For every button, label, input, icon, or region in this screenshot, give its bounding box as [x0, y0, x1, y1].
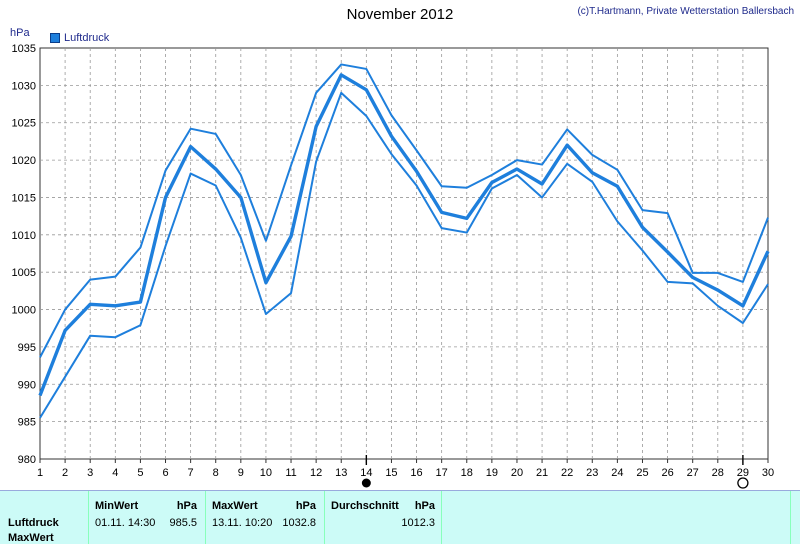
max-cell: MaxWert hPa 13.11. 10:20 1032.8: [205, 491, 324, 544]
stats-row-label-maxwert: MaxWert: [8, 532, 54, 544]
plot-frame: [39, 47, 769, 460]
y-tick-label: 1000: [12, 305, 36, 317]
x-tick-label: 5: [137, 467, 143, 479]
x-tick-label: 18: [461, 467, 473, 479]
y-tick-label: 995: [18, 342, 36, 354]
x-tick-label: 29: [737, 467, 749, 479]
x-tick-label: 4: [112, 467, 118, 479]
y-tick-label: 990: [18, 379, 36, 391]
x-tick-label: 1: [37, 467, 43, 479]
x-tick-label: 12: [310, 467, 322, 479]
y-tick-label: 1010: [12, 230, 36, 242]
x-tick-label: 17: [436, 467, 448, 479]
y-tick-label: 985: [18, 417, 36, 429]
x-tick-label: 21: [536, 467, 548, 479]
x-tick-label: 23: [586, 467, 598, 479]
stats-panel: Luftdruck MaxWert MinWert hPa 01.11. 14:…: [0, 490, 800, 544]
x-tick-label: 11: [285, 467, 296, 479]
legend-swatch: [50, 33, 60, 43]
min-cell: MinWert hPa 01.11. 14:30 985.5: [88, 491, 205, 544]
x-tick-label: 16: [410, 467, 422, 479]
min-value: 985.5: [169, 517, 197, 529]
x-tick-label: 7: [188, 467, 194, 479]
max-value: 1032.8: [282, 517, 316, 529]
min-unit-header: hPa: [176, 500, 197, 512]
open-circle-marker: [737, 477, 749, 489]
y-tick-label: 1030: [12, 80, 36, 92]
x-tick-label: 20: [511, 467, 523, 479]
legend: Luftdruck: [50, 32, 109, 44]
x-tick-label: 26: [661, 467, 673, 479]
pressure-chart: 9809859909951000100510101015102010251030…: [12, 43, 774, 489]
series-line-max: [39, 63, 769, 358]
legend-label: Luftdruck: [64, 32, 110, 44]
x-tick-label: 13: [335, 467, 347, 479]
y-tick-label: 1020: [12, 155, 36, 167]
x-tick-label: 22: [561, 467, 573, 479]
x-tick-label: 25: [636, 467, 648, 479]
avg-cell: Durchschnitt hPa 1012.3: [324, 491, 441, 544]
y-tick-label: 1005: [12, 267, 36, 279]
y-tick-label: 980: [18, 454, 36, 466]
avg-value: 1012.3: [401, 517, 435, 529]
series-line-mean: [38, 73, 770, 397]
y-axis-unit: hPa: [10, 27, 30, 39]
max-time: 13.11. 10:20: [212, 517, 273, 529]
max-unit-header: hPa: [295, 500, 316, 512]
x-tick-label: 3: [87, 467, 93, 479]
x-tick-label: 28: [712, 467, 724, 479]
max-header: MaxWert: [212, 500, 258, 512]
x-tick-label: 19: [486, 467, 498, 479]
x-tick-label: 14: [360, 467, 372, 479]
x-tick-label: 6: [162, 467, 168, 479]
stats-row-label-luftdruck: Luftdruck: [8, 517, 59, 529]
x-tick-label: 27: [687, 467, 699, 479]
x-tick-label: 15: [385, 467, 397, 479]
x-tick-label: 30: [762, 467, 774, 479]
y-tick-label: 1035: [12, 43, 36, 55]
x-tick-label: 10: [260, 467, 272, 479]
empty-cell: [441, 491, 791, 544]
copyright-credit: (c)T.Hartmann, Private Wetterstation Bal…: [577, 6, 794, 17]
x-tick-label: 8: [213, 467, 219, 479]
filled-circle-marker: [361, 478, 371, 488]
chart-title: November 2012: [346, 6, 454, 23]
x-tick-label: 9: [238, 467, 244, 479]
min-time: 01.11. 14:30: [95, 517, 156, 529]
x-tick-label: 2: [62, 467, 68, 479]
series-line-min: [39, 91, 769, 419]
y-tick-label: 1025: [12, 118, 36, 130]
avg-header: Durchschnitt: [331, 500, 399, 512]
x-tick-label: 24: [611, 467, 623, 479]
avg-unit-header: hPa: [414, 500, 435, 512]
min-header: MinWert: [95, 500, 139, 512]
y-tick-label: 1015: [12, 192, 36, 204]
